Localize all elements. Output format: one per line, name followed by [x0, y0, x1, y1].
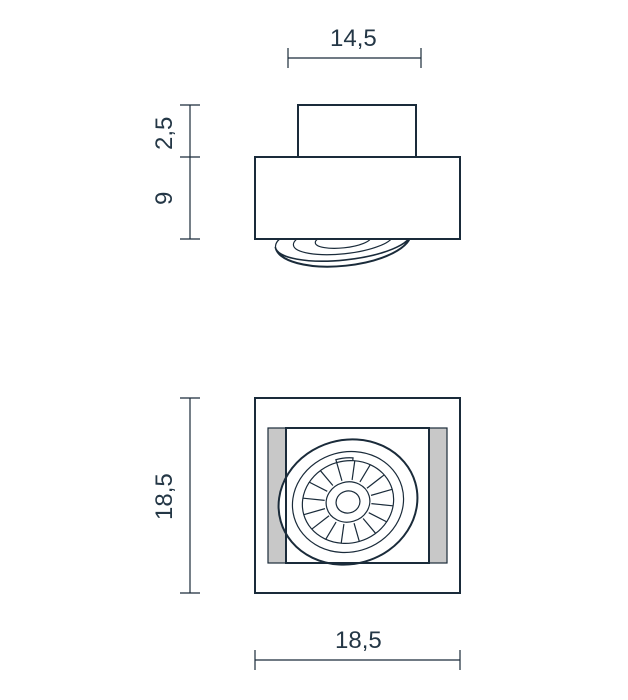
dimension-plan-height: 18,5 [151, 398, 200, 593]
dimension-side-lower: 9 [151, 157, 200, 239]
dimension-top-width-label: 14,5 [330, 25, 377, 52]
technical-drawing: 14,5 2,5 9 [0, 0, 628, 700]
dimension-plan-width: 18,5 [255, 627, 460, 670]
dimension-top-width: 14,5 [288, 25, 421, 68]
dimension-side-lower-label: 9 [151, 192, 178, 205]
dimension-side-upper: 2,5 [151, 105, 200, 157]
plan-view [255, 398, 460, 593]
elevation-view [255, 105, 460, 273]
dimension-side-upper-label: 2,5 [151, 117, 178, 150]
dimension-plan-height-label: 18,5 [151, 473, 178, 520]
dimension-plan-width-label: 18,5 [335, 627, 382, 654]
